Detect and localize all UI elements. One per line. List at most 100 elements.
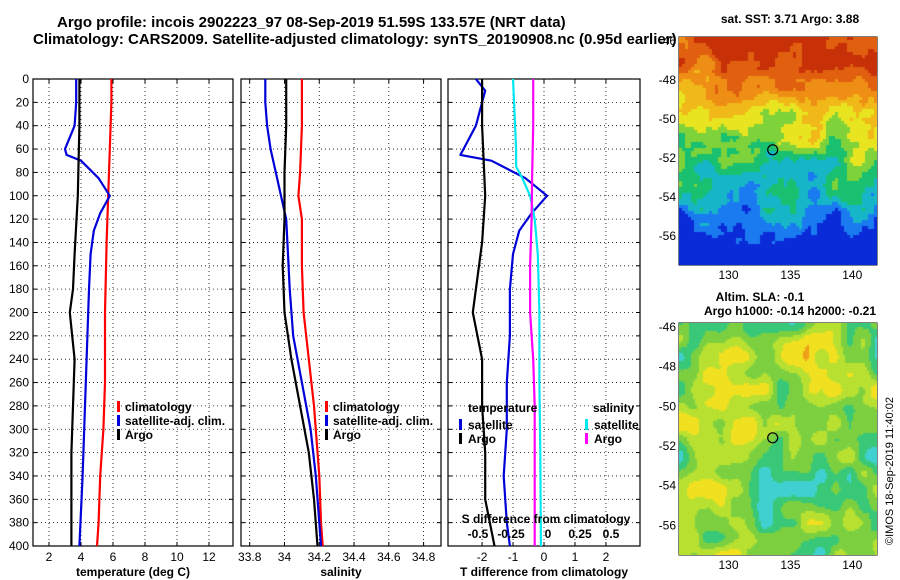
x-tick-label: 34.2	[308, 550, 332, 564]
sla-argo-marker	[767, 432, 779, 444]
sla-map-title-1: Altim. SLA: -0.1	[716, 290, 805, 304]
legend-label: Argo	[594, 432, 622, 446]
legend-swatch	[117, 415, 120, 426]
x2-tick-label: -0.5	[468, 527, 489, 541]
sla-map-panel: Altim. SLA: -0.1 Argo h1000: -0.14 h2000…	[640, 290, 880, 570]
legend-swatch	[585, 419, 588, 430]
panel-temperature: 0 20 40 60 80 100 120 140 160 180 200 220 240 260 280 3…	[9, 72, 234, 579]
sst-argo-marker	[767, 144, 779, 156]
x-tick-label: 6	[110, 550, 117, 564]
sst-map-panel: sat. SST: 3.71 Argo: 3.88 -46 -48 -50 -52 -5…	[640, 10, 880, 280]
x-tick-label: 34.4	[342, 550, 366, 564]
legend-label: Argo	[468, 432, 496, 446]
y-tick-label: 200	[9, 306, 29, 320]
x-tick-label: 34.6	[377, 550, 401, 564]
map-y-tick-label: -48	[659, 73, 677, 87]
legend-swatch	[117, 429, 120, 440]
sla-map-title-2: Argo h1000: -0.14 h2000: -0.21	[704, 304, 876, 318]
y-tick-label: 300	[9, 422, 29, 436]
series-line-climatology	[95, 79, 113, 547]
map-x-tick-label: 130	[718, 268, 738, 280]
series-line-argo	[281, 79, 319, 547]
legend-label: Argo	[333, 428, 361, 442]
sla-map-labels: Altim. SLA: -0.1 Argo h1000: -0.14 h2000…	[659, 290, 878, 570]
x2-tick-label: -0.25	[497, 527, 525, 541]
y-tick-label: 120	[9, 212, 29, 226]
y-tick-label: 320	[9, 446, 29, 460]
series-line-s-argo	[528, 79, 536, 546]
series-line-satellite-adj-clim-	[63, 79, 111, 547]
legend-label: climatology	[125, 400, 192, 414]
y-tick-label: 380	[9, 516, 29, 530]
y-tick-label: 60	[16, 142, 30, 156]
y-tick-label: 240	[9, 352, 29, 366]
sst-map-title: sat. SST: 3.71 Argo: 3.88	[721, 12, 860, 26]
x-tick-label: 2	[603, 550, 610, 564]
legend-title-temperature: temperature	[468, 401, 538, 415]
series-line-satellite-adj-clim-	[264, 79, 323, 547]
y-tick-label: 360	[9, 492, 29, 506]
map-x-tick-label: 130	[718, 558, 738, 570]
x2-tick-label: 0	[545, 527, 552, 541]
map-y-tick-label: -50	[659, 112, 677, 126]
x-tick-label: 10	[170, 550, 184, 564]
panel-salinity: 33.8 34 34.2 34.4 34.6 34.8 salinity climatolog…	[238, 78, 442, 579]
x-axis-label: salinity	[320, 565, 362, 579]
x-tick-label: 34.8	[412, 550, 436, 564]
watermark-text: ©IMOS 18-Sep-2019 11:40:02	[884, 397, 896, 545]
header-line1: Argo profile: incois 2902223_97 08-Sep-2…	[57, 14, 566, 31]
legend-label: climatology	[333, 400, 400, 414]
x-tick-label: 4	[78, 550, 85, 564]
map-x-tick-label: 140	[842, 558, 862, 570]
series-line-t-satellite	[459, 78, 549, 547]
legend-label: satellite-adj. clim.	[333, 414, 433, 428]
legend-label: satellite	[594, 418, 639, 432]
x2-tick-label: 0.5	[603, 527, 620, 541]
legend-swatch	[585, 433, 588, 444]
map-x-tick-label: 140	[842, 268, 862, 280]
x-tick-label: -2	[477, 550, 488, 564]
y-tick-label: 260	[9, 376, 29, 390]
map-y-tick-label: -46	[659, 320, 677, 334]
map-x-tick-label: 135	[780, 268, 800, 280]
legend-swatch	[459, 433, 462, 444]
legend-swatch	[325, 415, 328, 426]
y-tick-label: 180	[9, 282, 29, 296]
y-tick-label: 400	[9, 539, 29, 553]
x-tick-label: 33.8	[238, 550, 262, 564]
x-axis-label: temperature (deg C)	[76, 565, 190, 579]
series-line-t-argo	[471, 79, 496, 547]
y-tick-label: 20	[16, 95, 30, 109]
y-tick-label: 140	[9, 235, 29, 249]
x-tick-label: 1	[572, 550, 579, 564]
series-line-argo	[68, 79, 81, 546]
x-tick-label: 2	[46, 550, 53, 564]
x-tick-label: 34	[278, 550, 292, 564]
series-line-climatology	[297, 79, 324, 547]
x2-axis-label: S difference from climatology	[462, 512, 631, 526]
legend-label: Argo	[125, 428, 153, 442]
legend-swatch	[117, 401, 120, 412]
map-y-tick-label: -56	[659, 518, 677, 532]
y-tick-label: 220	[9, 329, 29, 343]
map-y-tick-label: -52	[659, 151, 677, 165]
map-y-tick-label: -48	[659, 360, 677, 374]
legend-title-salinity: salinity	[593, 401, 635, 415]
header-line2: Climatology: CARS2009. Satellite-adjuste…	[33, 31, 677, 48]
y-tick-label: 0	[22, 72, 29, 86]
legend-label: satellite-adj. clim.	[125, 414, 225, 428]
y-tick-label: 160	[9, 259, 29, 273]
x-tick-label: 0	[541, 550, 548, 564]
x2-tick-label: 0.25	[568, 527, 592, 541]
map-y-tick-label: -54	[659, 479, 677, 493]
imos-watermark: ©IMOS 18-Sep-2019 11:40:02	[884, 397, 896, 545]
map-y-tick-label: -50	[659, 399, 677, 413]
x-tick-label: -1	[508, 550, 519, 564]
panel-differences: -2 -1 0 1 2T difference from climatology temp…	[447, 78, 641, 579]
legend-swatch	[325, 429, 328, 440]
legend-label: satellite	[468, 418, 513, 432]
y-tick-label: 100	[9, 189, 29, 203]
map-y-tick-label: -52	[659, 439, 677, 453]
legend-swatch	[325, 401, 328, 412]
